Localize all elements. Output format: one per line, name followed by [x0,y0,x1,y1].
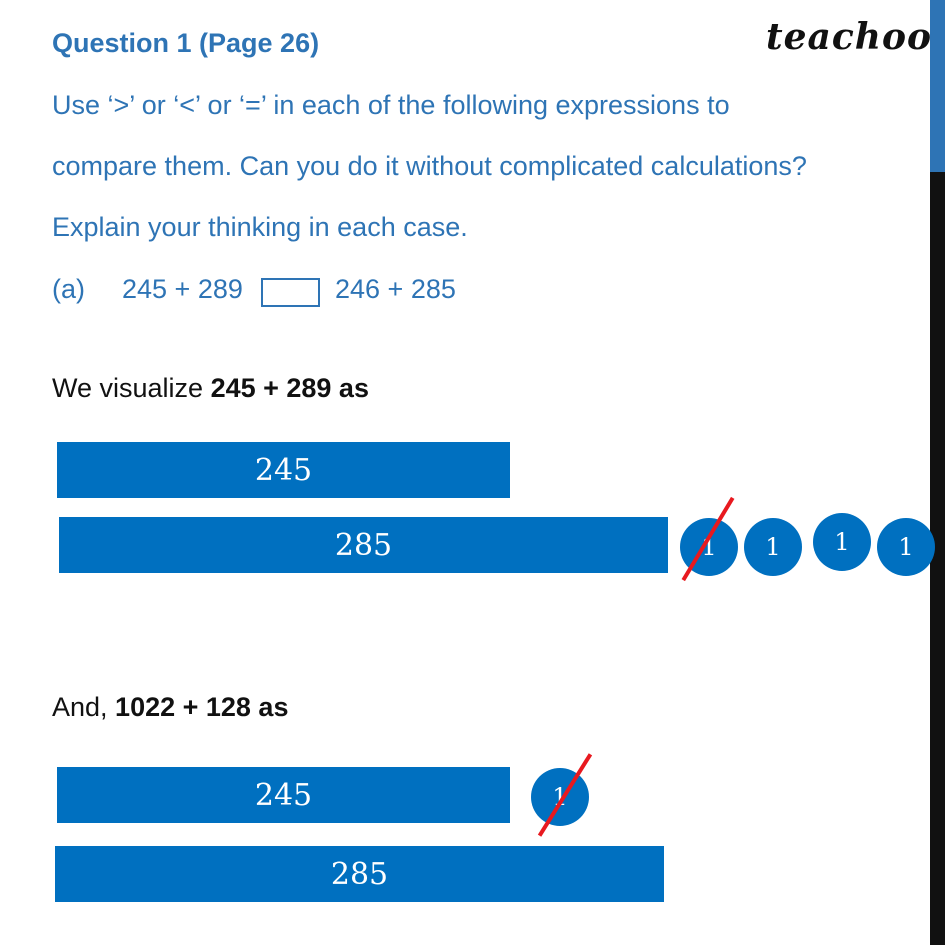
right-edge-accent [930,0,945,172]
section2-bold: 1022 + 128 as [115,692,289,722]
teachoo-logo: teachoo [766,16,932,58]
bar-245-second: 245 [57,767,510,823]
question-line-1: Use ‘>’ or ‘<’ or ‘=’ in each of the fol… [52,90,730,120]
question-line-3: Explain your thinking in each case. [52,212,468,242]
part-a-label: (a) [52,274,85,304]
bar-285-second: 285 [55,846,664,902]
answer-box [261,278,320,307]
unit-coin-3: 1 [813,513,871,571]
section2-heading: And, 1022 + 128 as [52,692,288,723]
unit-coin-4: 1 [877,518,935,576]
question-title: Question 1 (Page 26) [52,28,320,58]
section1-prefix: We visualize [52,373,211,403]
question-line-2: compare them. Can you do it without comp… [52,151,807,181]
section1-heading: We visualize 245 + 289 as [52,373,369,404]
bar-285-first: 285 [59,517,668,573]
right-edge-strip [930,0,945,945]
section1-bold: 245 + 289 as [210,373,369,403]
unit-coin-2: 1 [744,518,802,576]
bar-245-first: 245 [57,442,510,498]
right-expression: 246 + 285 [335,274,456,304]
left-expression: 245 + 289 [122,274,243,304]
section2-prefix: And, [52,692,116,722]
